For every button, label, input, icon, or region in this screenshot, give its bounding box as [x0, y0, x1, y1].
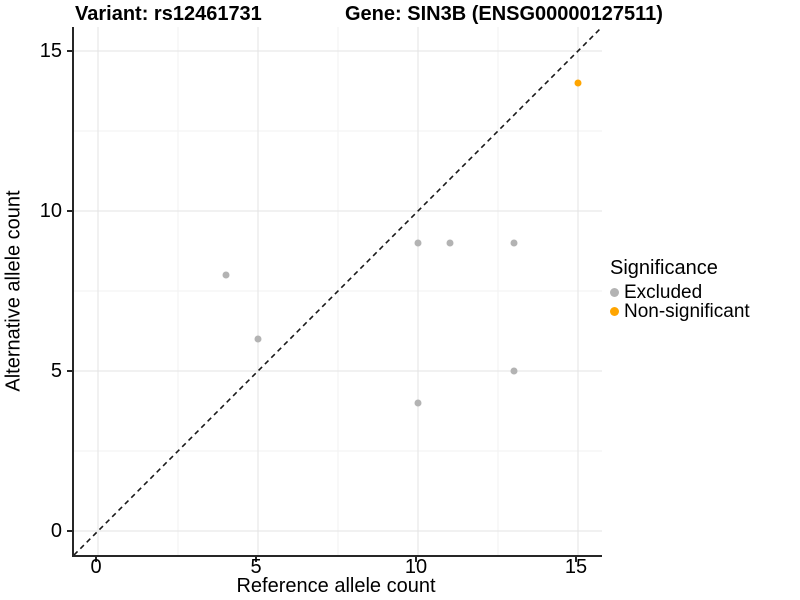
x-tick-mark [255, 557, 257, 562]
plot-panel [72, 27, 602, 557]
y-tick-label: 10 [39, 200, 62, 222]
data-point-excluded [254, 335, 262, 343]
plot-title-variant: Variant: rs12461731 [75, 3, 262, 25]
y-tick-label: 0 [50, 520, 62, 542]
y-tick-mark [67, 50, 72, 52]
legend-item: Non-significant [610, 300, 798, 322]
legend-dot-icon [610, 288, 619, 297]
legend-items: Excluded Non-significant [610, 281, 798, 322]
x-tick-mark [415, 557, 417, 562]
data-point-non-significant [574, 79, 582, 87]
plot-canvas [74, 27, 602, 555]
x-tick-label: 0 [90, 556, 102, 578]
legend-item-label: Excluded [624, 281, 703, 303]
legend-dot-icon [610, 307, 619, 316]
y-tick-label: 15 [39, 40, 62, 62]
data-point-excluded [510, 239, 518, 247]
x-tick-mark [575, 557, 577, 562]
data-point-excluded [222, 271, 230, 279]
data-point-excluded [414, 239, 422, 247]
x-axis-title: Reference allele count [236, 575, 436, 597]
data-point-excluded [414, 399, 422, 407]
y-tick-label: 5 [50, 360, 62, 382]
identity-line [74, 27, 602, 555]
y-axis-title: Alternative allele count [2, 190, 25, 392]
y-tick-mark [67, 210, 72, 212]
legend-item: Excluded [610, 281, 798, 303]
legend-title: Significance [610, 257, 718, 279]
plot-title-gene: Gene: SIN3B (ENSG00000127511) [345, 3, 663, 25]
legend-item-label: Non-significant [624, 300, 750, 322]
x-tick-label: 10 [404, 556, 428, 578]
data-point-excluded [446, 239, 454, 247]
data-point-excluded [510, 367, 518, 375]
y-tick-mark [67, 530, 72, 532]
x-tick-mark [95, 557, 97, 562]
y-tick-mark [67, 370, 72, 372]
legend: Significance Excluded Non-significant [610, 257, 798, 322]
x-tick-label: 5 [250, 556, 262, 578]
x-tick-label: 15 [564, 556, 588, 578]
